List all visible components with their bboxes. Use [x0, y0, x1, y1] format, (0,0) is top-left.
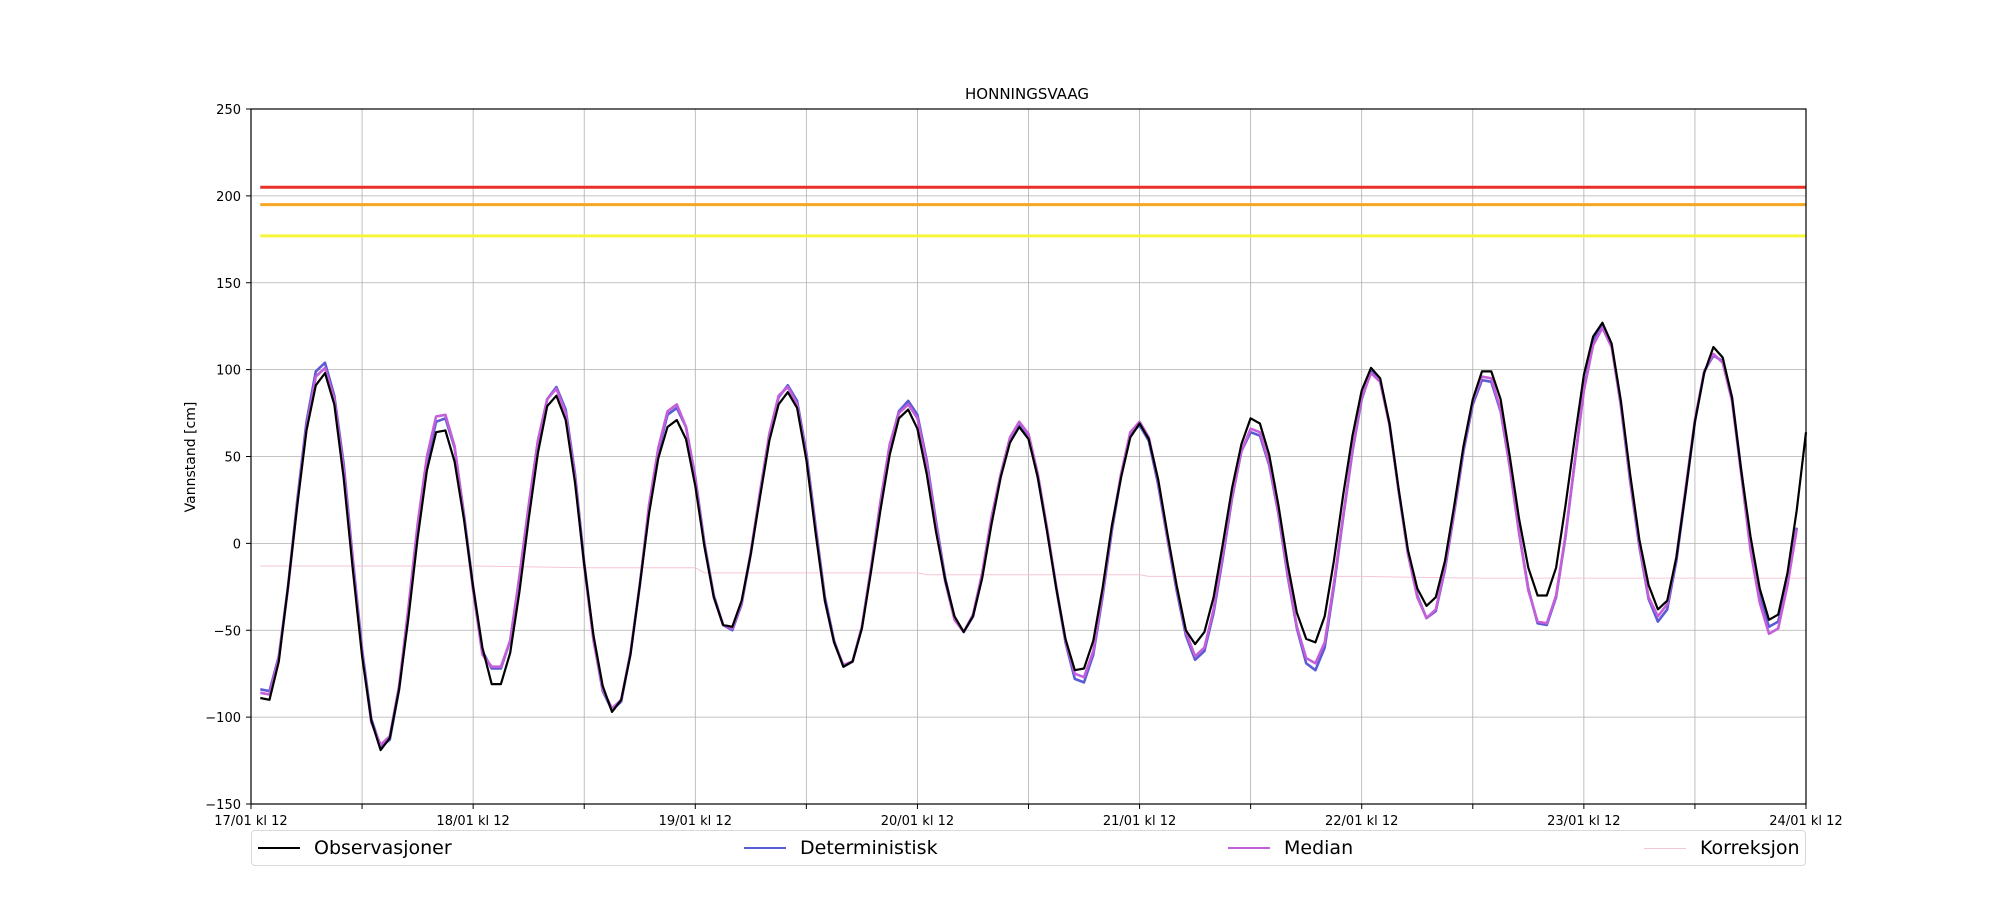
chart-title: HONNINGSVAAG	[965, 85, 1089, 103]
x-tick-label: 24/01 kl 12	[1769, 814, 1842, 829]
y-ticks: −150 −100 −50 0 50 100 150 200 250	[205, 103, 251, 813]
y-tick-label: 50	[224, 451, 241, 466]
legend-swatch	[258, 847, 300, 849]
legend-item: Korreksjon	[1644, 831, 1800, 865]
x-tick-label: 18/01 kl 12	[436, 814, 509, 829]
y-tick-label: 100	[216, 364, 241, 379]
x-tick-label: 19/01 kl 12	[659, 814, 732, 829]
x-tick-label: 22/01 kl 12	[1325, 814, 1398, 829]
legend-item: Deterministisk	[744, 831, 938, 865]
y-tick-label: −50	[214, 624, 241, 639]
y-tick-label: 0	[233, 537, 241, 552]
x-tick-label: 23/01 kl 12	[1547, 814, 1620, 829]
y-tick-label: 250	[216, 103, 241, 118]
x-tick-label: 20/01 kl 12	[881, 814, 954, 829]
series-lines	[260, 321, 1808, 752]
series-line-korreksjon	[260, 565, 1806, 579]
legend-label: Median	[1284, 837, 1354, 859]
legend-item: Median	[1228, 831, 1353, 865]
legend-label: Korreksjon	[1700, 837, 1800, 859]
legend-label: Deterministisk	[800, 837, 938, 859]
threshold-lines	[260, 185, 1806, 238]
y-tick-label: 150	[216, 277, 241, 292]
legend-label: Observasjoner	[314, 837, 452, 859]
series-line-median	[260, 326, 1798, 747]
y-tick-label: −100	[205, 711, 241, 726]
series-line-observasjoner	[260, 321, 1808, 752]
x-tick-label: 17/01 kl 12	[214, 814, 287, 829]
legend-swatch	[744, 847, 786, 849]
y-tick-label: 200	[216, 190, 241, 205]
y-axis-label: Vannstand [cm]	[183, 402, 199, 513]
legend-swatch	[1644, 847, 1686, 849]
grid	[251, 109, 1806, 804]
x-ticks: 17/01 kl 12 18/01 kl 12 19/01 kl 12 20/01 k…	[214, 804, 1843, 829]
x-tick-label: 21/01 kl 12	[1103, 814, 1176, 829]
legend-item: Observasjoner	[258, 831, 452, 865]
legend: Observasjoner Deterministisk Median Korreks…	[251, 830, 1806, 866]
y-tick-label: −150	[205, 798, 241, 813]
legend-swatch	[1228, 847, 1270, 849]
